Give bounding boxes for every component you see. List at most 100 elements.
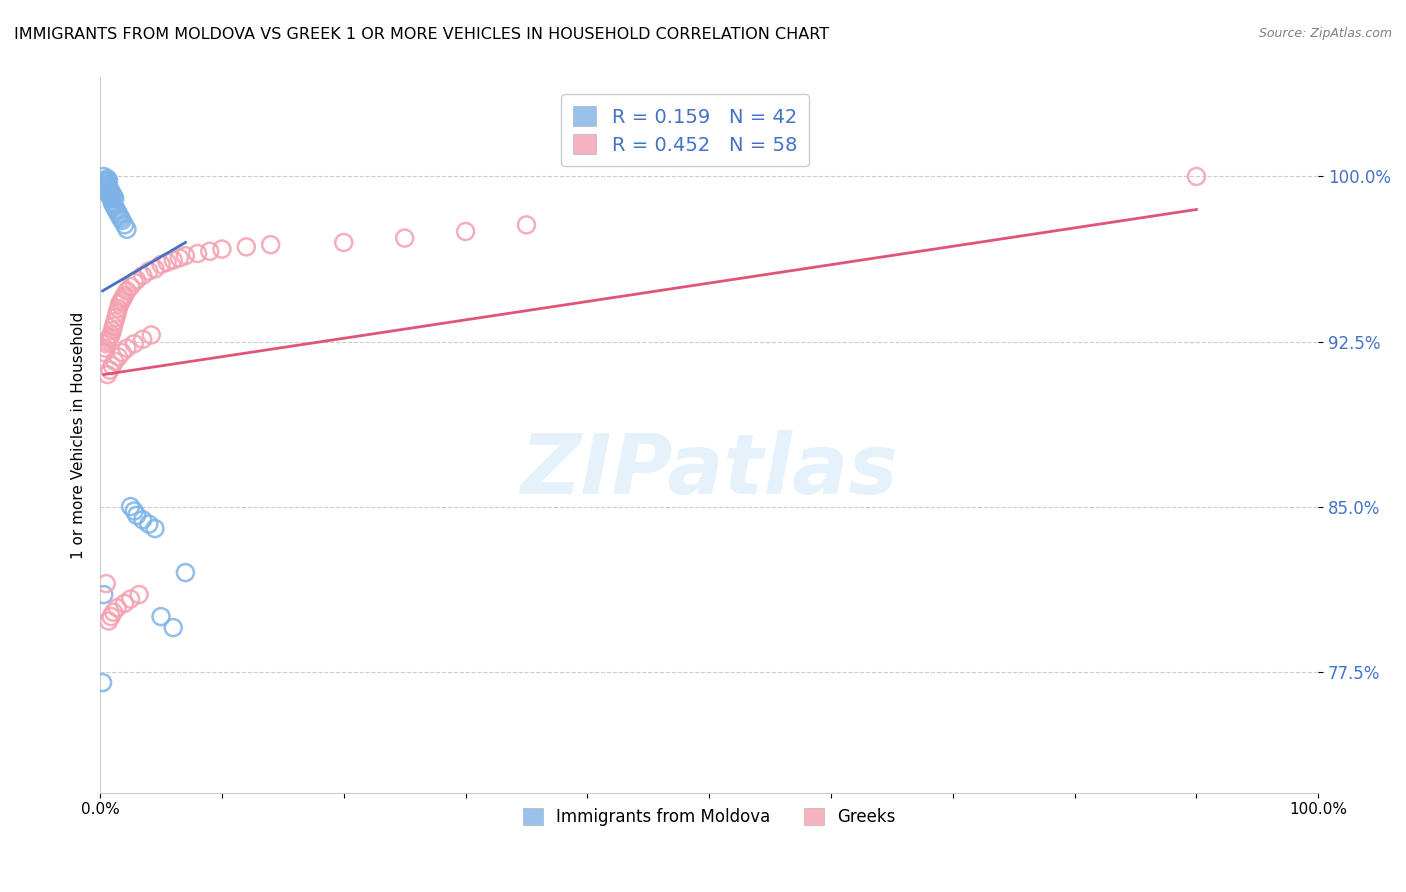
Point: [174, 566, 197, 580]
Point: [150, 258, 173, 272]
Point: [101, 187, 124, 202]
Point: [114, 596, 136, 610]
Point: [96, 336, 118, 351]
Point: [103, 198, 125, 212]
Point: [97, 187, 120, 202]
Point: [143, 522, 166, 536]
Point: [104, 192, 127, 206]
Point: [107, 207, 129, 221]
Point: [187, 246, 209, 260]
Point: [115, 284, 138, 298]
Point: [100, 185, 122, 199]
Point: [94, 178, 117, 193]
Point: [96, 178, 118, 193]
Point: [111, 213, 134, 227]
Point: [107, 350, 129, 364]
Point: [107, 301, 129, 316]
Point: [96, 185, 118, 199]
Point: [104, 310, 127, 325]
Point: [110, 294, 132, 309]
Point: [150, 609, 173, 624]
Point: [515, 218, 537, 232]
Point: [122, 504, 145, 518]
Point: [156, 255, 179, 269]
Point: [93, 588, 115, 602]
Point: [101, 324, 124, 338]
Point: [105, 600, 128, 615]
Point: [93, 345, 115, 359]
Point: [98, 189, 121, 203]
Point: [97, 332, 120, 346]
Point: [260, 237, 283, 252]
Point: [125, 508, 148, 523]
Point: [174, 249, 197, 263]
Point: [97, 614, 120, 628]
Point: [103, 189, 125, 203]
Point: [122, 336, 145, 351]
Point: [100, 192, 122, 206]
Point: [114, 288, 136, 302]
Point: [108, 297, 131, 311]
Point: [94, 176, 117, 190]
Point: [96, 174, 118, 188]
Point: [101, 195, 124, 210]
Point: [96, 576, 118, 591]
Point: [128, 588, 150, 602]
Point: [100, 327, 122, 342]
Point: [141, 327, 163, 342]
Point: [120, 500, 142, 514]
Point: [162, 621, 184, 635]
Point: [138, 517, 160, 532]
Point: [103, 319, 125, 334]
Point: [132, 513, 155, 527]
Point: [235, 240, 257, 254]
Point: [104, 202, 127, 217]
Point: [143, 261, 166, 276]
Point: [162, 253, 184, 268]
Point: [91, 675, 114, 690]
Point: [125, 273, 148, 287]
Point: [96, 183, 118, 197]
Point: [132, 332, 155, 346]
Point: [101, 359, 124, 373]
Point: [115, 341, 138, 355]
Point: [96, 171, 118, 186]
Point: [94, 341, 117, 355]
Point: [108, 209, 131, 223]
Point: [198, 244, 221, 259]
Point: [132, 268, 155, 283]
Point: [104, 354, 127, 368]
Point: [104, 200, 127, 214]
Point: [115, 222, 138, 236]
Point: [112, 291, 135, 305]
Text: ZIPatlas: ZIPatlas: [520, 430, 898, 511]
Point: [93, 174, 115, 188]
Point: [98, 183, 121, 197]
Point: [96, 368, 118, 382]
Text: IMMIGRANTS FROM MOLDOVA VS GREEK 1 OR MORE VEHICLES IN HOUSEHOLD CORRELATION CHA: IMMIGRANTS FROM MOLDOVA VS GREEK 1 OR MO…: [14, 27, 830, 42]
Point: [105, 306, 128, 320]
Point: [138, 264, 160, 278]
Point: [454, 225, 477, 239]
Text: Source: ZipAtlas.com: Source: ZipAtlas.com: [1258, 27, 1392, 40]
Point: [93, 169, 115, 184]
Point: [97, 180, 120, 194]
Y-axis label: 1 or more Vehicles in Household: 1 or more Vehicles in Household: [72, 311, 86, 558]
Point: [97, 174, 120, 188]
Point: [120, 592, 142, 607]
Point: [111, 293, 134, 307]
Legend: Immigrants from Moldova, Greeks: Immigrants from Moldova, Greeks: [515, 799, 904, 834]
Point: [120, 279, 142, 293]
Point: [111, 345, 134, 359]
Point: [105, 204, 128, 219]
Point: [122, 275, 145, 289]
Point: [169, 251, 191, 265]
Point: [394, 231, 416, 245]
Point: [98, 363, 121, 377]
Point: [98, 330, 121, 344]
Point: [100, 609, 122, 624]
Point: [96, 334, 118, 349]
Point: [211, 242, 233, 256]
Point: [114, 218, 136, 232]
Point: [96, 180, 118, 194]
